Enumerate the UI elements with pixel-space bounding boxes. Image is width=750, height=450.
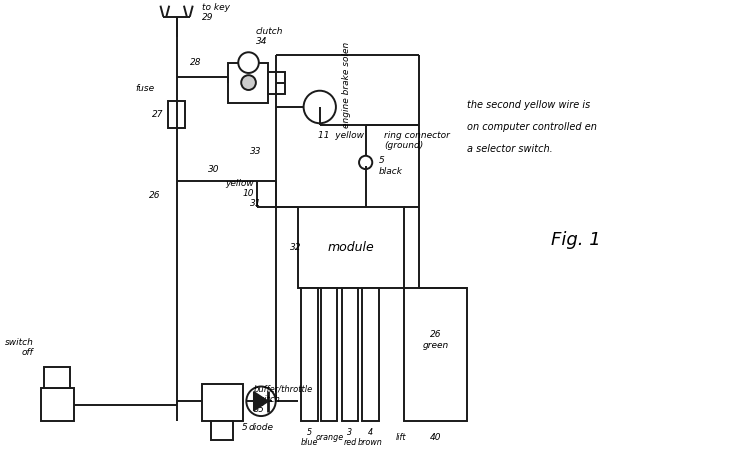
- Bar: [342, 288, 358, 421]
- Text: diode: diode: [248, 423, 274, 432]
- Polygon shape: [254, 392, 268, 411]
- Bar: [211, 421, 233, 440]
- Text: 11  yellow: 11 yellow: [318, 130, 364, 140]
- Bar: [298, 207, 404, 288]
- Text: yellow
10: yellow 10: [225, 179, 254, 198]
- Text: on computer controlled en: on computer controlled en: [466, 122, 596, 132]
- Bar: [362, 288, 379, 421]
- Text: 5
blue: 5 blue: [301, 428, 318, 447]
- Bar: [404, 288, 466, 421]
- Bar: [302, 288, 317, 421]
- Text: 26: 26: [149, 191, 160, 200]
- Text: a selector switch.: a selector switch.: [466, 144, 552, 154]
- Circle shape: [246, 387, 276, 416]
- Text: 31: 31: [250, 198, 261, 207]
- Circle shape: [359, 156, 372, 169]
- Circle shape: [238, 52, 259, 73]
- Text: 30: 30: [208, 165, 219, 174]
- Text: 40: 40: [430, 433, 441, 442]
- Bar: [228, 63, 268, 104]
- Text: switch
off: switch off: [4, 338, 34, 357]
- Circle shape: [242, 75, 256, 90]
- Text: clutch
34: clutch 34: [256, 27, 284, 46]
- Bar: [40, 388, 74, 421]
- Bar: [268, 72, 284, 94]
- Text: 27: 27: [152, 110, 164, 119]
- Text: Fig. 1: Fig. 1: [551, 231, 601, 249]
- Text: 4
brown: 4 brown: [358, 428, 382, 447]
- Bar: [168, 101, 185, 128]
- Text: orange: orange: [315, 433, 344, 442]
- Text: engine brake solen: engine brake solen: [342, 42, 351, 128]
- Text: 28: 28: [190, 58, 201, 67]
- Text: 32: 32: [290, 243, 302, 252]
- Text: 33: 33: [250, 147, 261, 156]
- Bar: [44, 367, 70, 388]
- Text: 5: 5: [242, 423, 248, 432]
- Text: ring connector
(ground): ring connector (ground): [384, 130, 450, 150]
- Text: fuse: fuse: [136, 84, 154, 93]
- Bar: [321, 288, 338, 421]
- Circle shape: [304, 91, 336, 123]
- Text: module: module: [328, 241, 374, 254]
- Text: 3
red: 3 red: [344, 428, 356, 447]
- Text: 5
black: 5 black: [379, 157, 403, 176]
- Text: 26
green: 26 green: [422, 330, 448, 350]
- Text: lift: lift: [395, 433, 406, 442]
- Text: the second yellow wire is: the second yellow wire is: [466, 99, 590, 110]
- Text: to key
29: to key 29: [202, 3, 230, 22]
- Text: buffer/throttle
switch
35: buffer/throttle switch 35: [254, 384, 313, 414]
- Bar: [202, 384, 243, 421]
